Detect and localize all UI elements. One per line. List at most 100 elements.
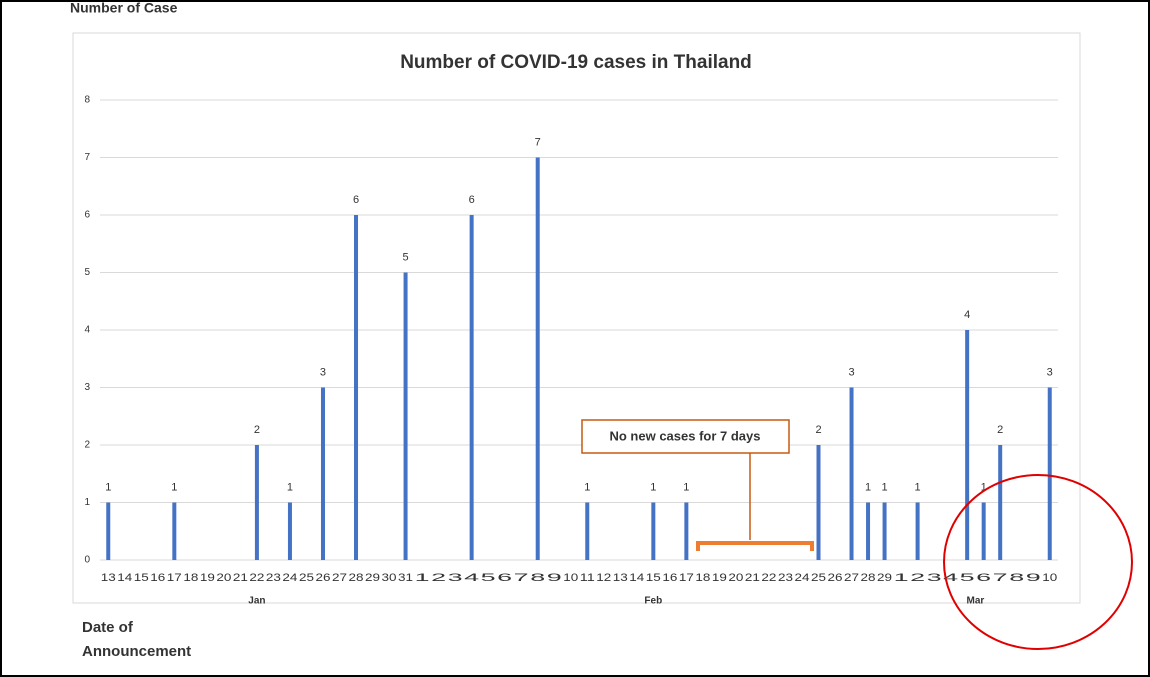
x-tick-label: 31 <box>398 572 413 584</box>
y-tick-label: 1 <box>84 497 90 508</box>
y-axis-title: Number of Case <box>70 0 178 16</box>
x-tick-label: 17 <box>679 572 694 584</box>
x-tick-label: 29 <box>877 572 892 584</box>
x-tick-label: 3 <box>448 572 463 584</box>
annotation: No new cases for 7 days <box>609 428 760 443</box>
x-tick-label: 15 <box>646 572 661 584</box>
x-tick-label: 17 <box>167 572 182 584</box>
x-tick-label: 9 <box>1026 572 1041 584</box>
x-tick-label: 6 <box>976 572 991 584</box>
x-tick-label: 16 <box>662 572 677 584</box>
x-tick-label: 20 <box>216 572 231 584</box>
month-label: Jan <box>248 596 265 607</box>
x-axis-title: Date of Announcement <box>82 619 191 660</box>
x-tick-label: 24 <box>794 572 809 584</box>
value-label: 1 <box>882 481 888 493</box>
value-label: 1 <box>915 481 921 493</box>
value-label: 1 <box>584 481 590 493</box>
value-label: 4 <box>964 309 970 321</box>
x-tick-label: 19 <box>712 572 727 584</box>
value-label: 1 <box>287 481 293 493</box>
chart-area <box>72 32 1081 604</box>
bar <box>998 445 1003 560</box>
x-tick-label: 1 <box>894 572 909 584</box>
bar <box>320 387 325 560</box>
x-tick-label: 14 <box>629 572 644 584</box>
x-tick-label: 2 <box>431 572 446 584</box>
x-tick-label: 13 <box>613 572 628 584</box>
x-tick-label: 27 <box>332 572 347 584</box>
x-tick-label: 26 <box>828 572 843 584</box>
x-tick-label: 23 <box>778 572 793 584</box>
x-tick-label: 21 <box>233 572 248 584</box>
x-tick-label: 25 <box>811 572 826 584</box>
value-label: 3 <box>848 366 854 378</box>
value-label: 2 <box>254 424 260 436</box>
x-tick-label: 25 <box>299 572 314 584</box>
value-label: 2 <box>815 424 821 436</box>
x-tick-label: 3 <box>927 572 942 584</box>
x-tick-label: 18 <box>183 572 198 584</box>
bar <box>403 272 408 560</box>
value-label: 1 <box>650 481 656 493</box>
bar <box>849 387 854 560</box>
x-tick-label: 22 <box>761 572 776 584</box>
x-tick-label: 1 <box>415 572 430 584</box>
value-label: 1 <box>683 481 689 493</box>
bar <box>866 502 871 560</box>
value-label: 1 <box>171 481 177 493</box>
value-label: 3 <box>320 366 326 378</box>
x-tick-label: 26 <box>315 572 330 584</box>
x-tick-label: 27 <box>844 572 859 584</box>
bar <box>965 330 970 560</box>
x-tick-label: 5 <box>960 572 975 584</box>
bar <box>354 215 359 560</box>
x-tick-label: 28 <box>861 572 876 584</box>
x-tick-label: 5 <box>481 572 496 584</box>
x-tick-label: 10 <box>1042 572 1057 584</box>
x-tick-label: 21 <box>745 572 760 584</box>
x-tick-label: 7 <box>514 572 529 584</box>
x-tick-label: 22 <box>249 572 264 584</box>
bar <box>106 502 111 560</box>
y-tick-label: 7 <box>84 152 90 163</box>
bar <box>882 502 887 560</box>
highlight-circle <box>943 474 1133 650</box>
month-label: Mar <box>967 596 985 607</box>
x-tick-label: 11 <box>580 572 595 584</box>
x-tick-label: 12 <box>596 572 611 584</box>
value-label: 3 <box>1047 366 1053 378</box>
x-tick-label: 15 <box>134 572 149 584</box>
y-tick-label: 6 <box>84 210 90 221</box>
x-tick-label: 2 <box>910 572 925 584</box>
value-label: 6 <box>353 194 359 206</box>
value-label: 6 <box>469 194 475 206</box>
x-tick-label: 16 <box>150 572 165 584</box>
x-tick-label: 24 <box>282 572 297 584</box>
y-tick-label: 2 <box>84 440 90 451</box>
x-tick-label: 19 <box>200 572 215 584</box>
value-label: 2 <box>997 424 1003 436</box>
x-tick-label: 8 <box>530 572 545 584</box>
x-tick-label: 28 <box>349 572 364 584</box>
bar <box>287 502 292 560</box>
bar <box>915 502 920 560</box>
bar <box>981 502 986 560</box>
value-label: 7 <box>535 136 541 148</box>
x-tick-label: 9 <box>547 572 562 584</box>
x-tick-label: 23 <box>266 572 281 584</box>
x-tick-label: 6 <box>497 572 512 584</box>
x-tick-label: 20 <box>728 572 743 584</box>
bar <box>684 502 689 560</box>
y-tick-label: 3 <box>84 382 90 393</box>
bar <box>585 502 590 560</box>
y-tick-label: 4 <box>84 325 90 336</box>
x-tick-label: 4 <box>464 572 479 584</box>
x-tick-label: 7 <box>993 572 1008 584</box>
value-label: 5 <box>403 251 409 263</box>
x-tick-label: 29 <box>365 572 380 584</box>
bar <box>469 215 474 560</box>
bar <box>172 502 177 560</box>
value-label: 1 <box>865 481 871 493</box>
annotation-bracket <box>696 541 814 551</box>
